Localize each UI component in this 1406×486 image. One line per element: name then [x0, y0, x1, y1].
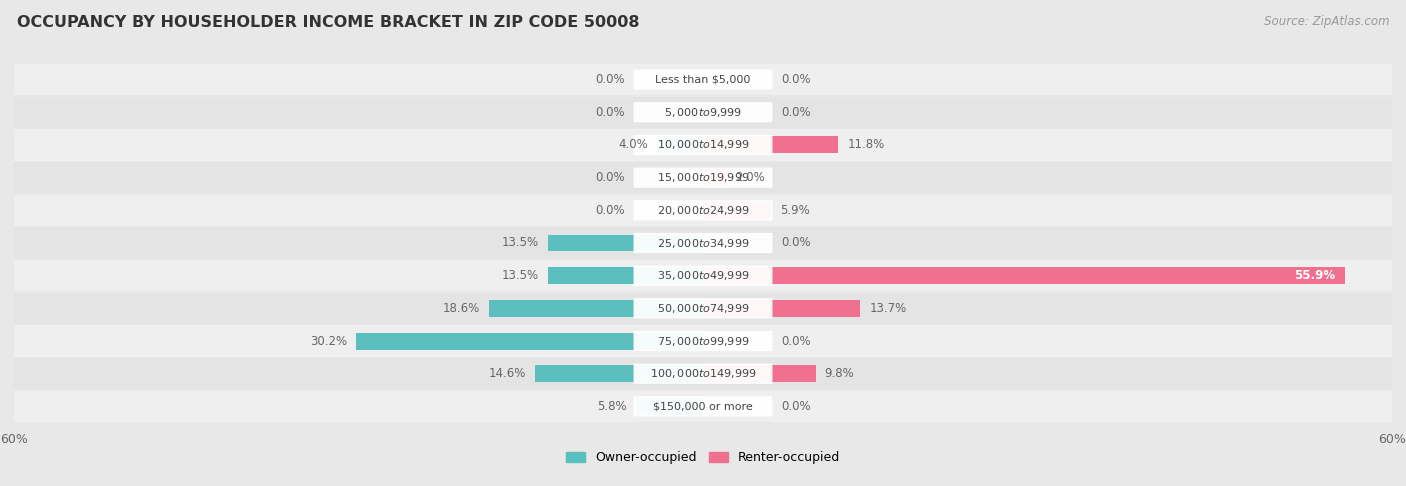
- Text: $100,000 to $149,999: $100,000 to $149,999: [650, 367, 756, 380]
- Text: 0.0%: 0.0%: [782, 106, 811, 119]
- Text: 55.9%: 55.9%: [1295, 269, 1336, 282]
- Text: 4.0%: 4.0%: [619, 139, 648, 152]
- FancyBboxPatch shape: [634, 396, 772, 417]
- FancyBboxPatch shape: [14, 64, 1392, 95]
- Text: $35,000 to $49,999: $35,000 to $49,999: [657, 269, 749, 282]
- FancyBboxPatch shape: [634, 331, 772, 351]
- Text: 0.0%: 0.0%: [782, 73, 811, 86]
- Text: 18.6%: 18.6%: [443, 302, 481, 315]
- Bar: [703, 365, 815, 382]
- Text: 13.5%: 13.5%: [502, 237, 538, 249]
- FancyBboxPatch shape: [634, 69, 772, 90]
- FancyBboxPatch shape: [634, 168, 772, 188]
- Text: Less than $5,000: Less than $5,000: [655, 74, 751, 85]
- Text: 0.0%: 0.0%: [595, 171, 624, 184]
- Text: 0.0%: 0.0%: [782, 400, 811, 413]
- Text: 0.0%: 0.0%: [595, 204, 624, 217]
- Bar: [637, 398, 703, 415]
- Bar: [703, 137, 838, 154]
- Text: 0.0%: 0.0%: [595, 106, 624, 119]
- FancyBboxPatch shape: [14, 194, 1392, 226]
- Bar: [703, 300, 860, 317]
- FancyBboxPatch shape: [634, 135, 772, 155]
- FancyBboxPatch shape: [14, 162, 1392, 193]
- Bar: [703, 267, 1346, 284]
- Text: $150,000 or more: $150,000 or more: [654, 401, 752, 412]
- FancyBboxPatch shape: [14, 97, 1392, 128]
- FancyBboxPatch shape: [14, 391, 1392, 422]
- FancyBboxPatch shape: [634, 298, 772, 318]
- Text: 0.0%: 0.0%: [782, 237, 811, 249]
- Text: $50,000 to $74,999: $50,000 to $74,999: [657, 302, 749, 315]
- Text: OCCUPANCY BY HOUSEHOLDER INCOME BRACKET IN ZIP CODE 50008: OCCUPANCY BY HOUSEHOLDER INCOME BRACKET …: [17, 15, 640, 30]
- FancyBboxPatch shape: [634, 233, 772, 253]
- Text: 9.8%: 9.8%: [825, 367, 855, 380]
- Text: 0.0%: 0.0%: [782, 334, 811, 347]
- FancyBboxPatch shape: [14, 129, 1392, 161]
- Text: Source: ZipAtlas.com: Source: ZipAtlas.com: [1264, 15, 1389, 28]
- Text: 11.8%: 11.8%: [848, 139, 884, 152]
- Bar: [703, 202, 770, 219]
- FancyBboxPatch shape: [14, 260, 1392, 292]
- Text: $10,000 to $14,999: $10,000 to $14,999: [657, 139, 749, 152]
- Bar: [548, 235, 703, 251]
- Text: 13.5%: 13.5%: [502, 269, 538, 282]
- Text: 5.8%: 5.8%: [598, 400, 627, 413]
- FancyBboxPatch shape: [634, 102, 772, 122]
- Text: $20,000 to $24,999: $20,000 to $24,999: [657, 204, 749, 217]
- Text: 14.6%: 14.6%: [489, 367, 526, 380]
- FancyBboxPatch shape: [14, 358, 1392, 389]
- FancyBboxPatch shape: [634, 265, 772, 286]
- FancyBboxPatch shape: [14, 227, 1392, 259]
- Text: $5,000 to $9,999: $5,000 to $9,999: [664, 106, 742, 119]
- Text: 30.2%: 30.2%: [309, 334, 347, 347]
- Text: $15,000 to $19,999: $15,000 to $19,999: [657, 171, 749, 184]
- Bar: [536, 365, 703, 382]
- Bar: [489, 300, 703, 317]
- FancyBboxPatch shape: [14, 325, 1392, 357]
- Bar: [548, 267, 703, 284]
- Bar: [657, 137, 703, 154]
- Text: 13.7%: 13.7%: [869, 302, 907, 315]
- Bar: [356, 332, 703, 349]
- Text: 2.0%: 2.0%: [735, 171, 765, 184]
- FancyBboxPatch shape: [634, 200, 772, 221]
- FancyBboxPatch shape: [14, 293, 1392, 324]
- Text: $25,000 to $34,999: $25,000 to $34,999: [657, 237, 749, 249]
- FancyBboxPatch shape: [634, 364, 772, 384]
- Legend: Owner-occupied, Renter-occupied: Owner-occupied, Renter-occupied: [561, 447, 845, 469]
- Bar: [703, 169, 725, 186]
- Text: 5.9%: 5.9%: [780, 204, 810, 217]
- Text: $75,000 to $99,999: $75,000 to $99,999: [657, 334, 749, 347]
- Text: 0.0%: 0.0%: [595, 73, 624, 86]
